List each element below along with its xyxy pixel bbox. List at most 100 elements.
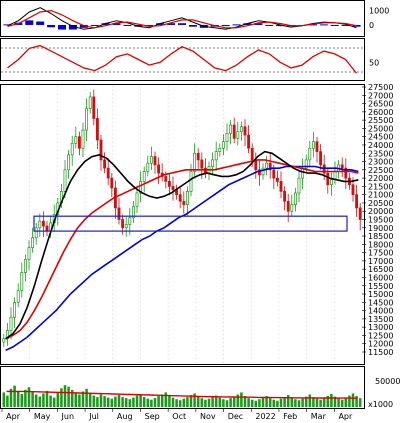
price-tick-label: 18000: [368, 240, 393, 249]
price-tick-label: 12500: [368, 331, 393, 340]
volume-moving-average: [6, 390, 358, 399]
volume-bar: [24, 389, 27, 407]
volume-bar: [168, 395, 171, 407]
volume-bar: [2, 392, 6, 407]
macd-hist-bar: [188, 24, 197, 27]
macd-hist-bar: [232, 24, 241, 26]
x-tick-label: Nov: [200, 412, 216, 421]
volume-ma-line: [6, 390, 358, 399]
volume-bar: [265, 396, 268, 407]
x-tick-label: Mar: [311, 412, 327, 421]
x-axis: Apr May Jun Jul Aug Sep Oct Nov Dec 2022 Feb Mar Apr: [1, 409, 353, 421]
x-tick-label: Feb: [283, 412, 297, 421]
volume-bar: [186, 397, 189, 407]
macd-hist-bar: [352, 24, 361, 27]
candle-up: [308, 147, 312, 161]
candle-up: [31, 237, 35, 249]
candle-down: [247, 134, 251, 149]
candle-up: [189, 171, 193, 192]
support-zone-box: [33, 215, 348, 232]
candle-up: [34, 227, 38, 239]
volume-bar: [88, 392, 92, 407]
macd-hist-bar: [178, 23, 186, 25]
volume-bar: [103, 396, 106, 407]
candle-up: [27, 247, 31, 260]
volume-bar: [81, 391, 85, 407]
candle-down: [319, 151, 323, 166]
candle-down: [250, 147, 254, 161]
volume-bar: [31, 391, 34, 407]
volume-bar: [222, 399, 225, 407]
candle-down: [326, 172, 330, 186]
volume-bar: [304, 396, 308, 407]
volume-bar: [128, 399, 132, 407]
macd-hist-bar: [3, 24, 12, 26]
candle-up: [20, 272, 24, 292]
price-tick-label: 25500: [368, 116, 393, 125]
candle-down: [95, 118, 99, 141]
price-tick-label: 16500: [368, 265, 393, 274]
candle-up: [329, 179, 333, 186]
candle-up: [290, 204, 294, 212]
volume-bar: [139, 394, 142, 407]
price-tick-label: 21000: [368, 191, 393, 200]
candle-up: [236, 131, 240, 139]
volume-bar: [117, 395, 121, 407]
macd-axis: 1000 0: [369, 7, 389, 30]
candle-down: [110, 177, 114, 189]
price-axis: 2750027000265002600025500250002450024000…: [362, 83, 393, 357]
price-moving-averages: [5, 150, 359, 352]
candle-down: [121, 219, 125, 229]
price-tick-label: 22500: [368, 166, 393, 175]
candle-up: [301, 167, 305, 179]
volume-bar: [110, 398, 114, 407]
volume-bar: [279, 398, 283, 407]
volume-bar: [258, 399, 261, 407]
volume-bar: [250, 399, 254, 407]
volume-bar: [272, 399, 276, 407]
volume-bar: [124, 398, 128, 407]
volume-bar: [16, 391, 20, 407]
price-tick-label: 27000: [368, 91, 393, 100]
price-tick-label: 19000: [368, 224, 393, 233]
volume-bar: [182, 398, 186, 407]
candle-down: [103, 159, 107, 169]
macd-tick-label: 1000: [369, 7, 389, 16]
candle-down: [41, 220, 45, 227]
macd-hist-bar: [145, 24, 154, 27]
volume-bar: [337, 398, 340, 407]
candle-up: [297, 177, 301, 194]
candle-down: [77, 136, 81, 149]
volume-bar: [204, 399, 207, 407]
volume-bar: [13, 385, 16, 407]
volume-bar: [9, 388, 13, 407]
volume-bar: [52, 397, 56, 407]
macd-hist-bar: [25, 20, 34, 25]
candle-down: [196, 152, 200, 161]
macd-hist-bar: [330, 24, 339, 26]
macd-signal-line: [7, 9, 357, 29]
volume-bar: [74, 392, 78, 407]
x-tick-label: Dec: [228, 412, 243, 421]
price-tick-label: 13000: [368, 323, 393, 332]
volume-bar: [142, 397, 146, 407]
macd-hist-bar: [243, 23, 252, 25]
volume-bar: [171, 397, 175, 407]
x-tick-label: May: [34, 412, 51, 421]
volume-bar: [45, 390, 49, 407]
candle-up: [88, 96, 92, 109]
x-tick-label: Jun: [61, 412, 75, 421]
candle-down: [203, 167, 207, 174]
candle-up: [2, 338, 6, 343]
candle-down: [178, 194, 182, 202]
candle-down: [182, 200, 186, 205]
volume-bar: [247, 398, 250, 407]
price-tick-label: 23000: [368, 158, 393, 167]
volume-bar: [196, 396, 200, 407]
x-tick-label: Apr: [6, 412, 21, 421]
macd-hist-bar: [79, 24, 88, 28]
candle-up: [239, 126, 243, 133]
candle-up: [214, 151, 218, 161]
x-tick-label: 2022: [255, 412, 275, 421]
price-tick-label: 14000: [368, 307, 393, 316]
